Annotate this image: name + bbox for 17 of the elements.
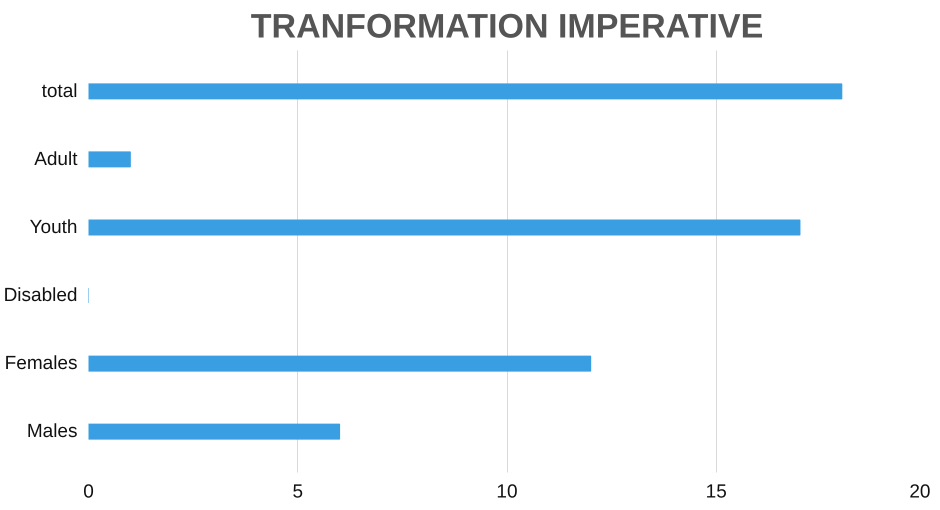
bar	[88, 83, 842, 100]
bar	[88, 356, 592, 372]
y-tick-label: Females	[4, 353, 78, 374]
x-tick-label: 15	[706, 482, 727, 502]
bar	[88, 151, 131, 168]
x-tick-label: 5	[292, 482, 304, 502]
y-tick-label: Adult	[34, 148, 78, 170]
x-tick-label: 0	[83, 482, 94, 502]
y-tick-label: Youth	[30, 216, 78, 238]
y-tick-label: total	[42, 80, 78, 102]
y-tick-label: Males	[26, 421, 78, 442]
chart-title: TRANFORMATION IMPERATIVE	[250, 8, 764, 46]
bar	[88, 424, 340, 440]
x-tick-label: 20	[909, 482, 931, 502]
x-tick-label: 10	[496, 482, 518, 502]
bar	[88, 219, 800, 236]
y-tick-label: Disabled	[4, 285, 78, 306]
